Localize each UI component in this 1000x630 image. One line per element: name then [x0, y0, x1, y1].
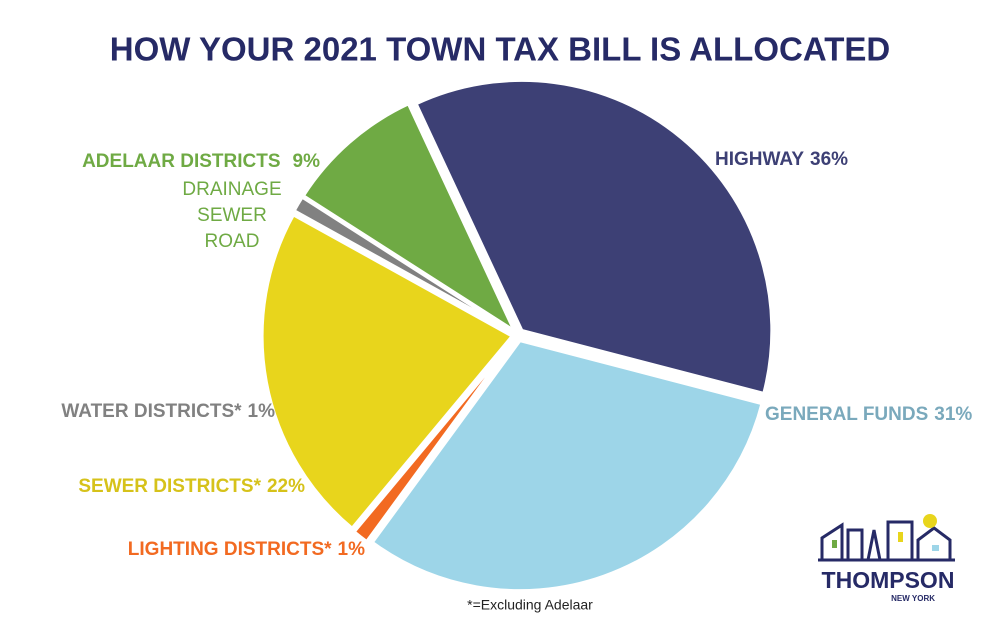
logo-sun — [923, 514, 937, 528]
pie-slice — [292, 195, 514, 334]
pie-slice — [301, 101, 518, 335]
slice-label: GENERAL FUNDS 31% — [765, 404, 972, 425]
pie-slice — [370, 338, 764, 593]
pie-slice — [414, 78, 774, 396]
pie-slice — [260, 212, 515, 531]
logo-name: THOMPSON — [822, 567, 955, 593]
logo-subtitle: NEW YORK — [891, 594, 935, 603]
slice-label: WATER DISTRICTS* 1% — [61, 401, 275, 422]
value-label: 31% — [934, 404, 972, 425]
chart-title: HOW YOUR 2021 TOWN TAX BILL IS ALLOCATED — [110, 31, 890, 68]
slice-label: HIGHWAY 36% — [715, 149, 848, 170]
logo-window — [832, 540, 837, 548]
slice-label: SEWER DISTRICTS* 22% — [78, 476, 305, 497]
footnote: *=Excluding Adelaar — [467, 597, 593, 613]
logo-window — [898, 532, 903, 542]
category-name: WATER DISTRICTS* — [61, 401, 242, 422]
value-label: 1% — [248, 401, 276, 422]
value-label: 1% — [338, 539, 366, 560]
logo-outline — [818, 520, 955, 562]
category-name: LIGHTING DISTRICTS* — [128, 539, 332, 560]
slice-label: ADELAAR DISTRICTS 9% — [82, 151, 320, 172]
category-name: SEWER DISTRICTS* — [78, 476, 261, 497]
category-name: GENERAL FUNDS — [765, 404, 928, 425]
category-name: ADELAAR DISTRICTS — [82, 151, 280, 172]
pie-slice — [352, 338, 516, 544]
adelaar-item: DRAINAGE — [182, 179, 281, 200]
value-label: 36% — [810, 149, 848, 170]
value-label: 9% — [293, 151, 321, 172]
adelaar-item: ROAD — [205, 231, 260, 252]
logo-window — [932, 545, 939, 551]
slice-label: LIGHTING DISTRICTS* 1% — [128, 539, 365, 560]
logo — [818, 514, 955, 562]
adelaar-item: SEWER — [197, 205, 267, 226]
value-label: 22% — [267, 476, 305, 497]
category-name: HIGHWAY — [715, 149, 804, 170]
